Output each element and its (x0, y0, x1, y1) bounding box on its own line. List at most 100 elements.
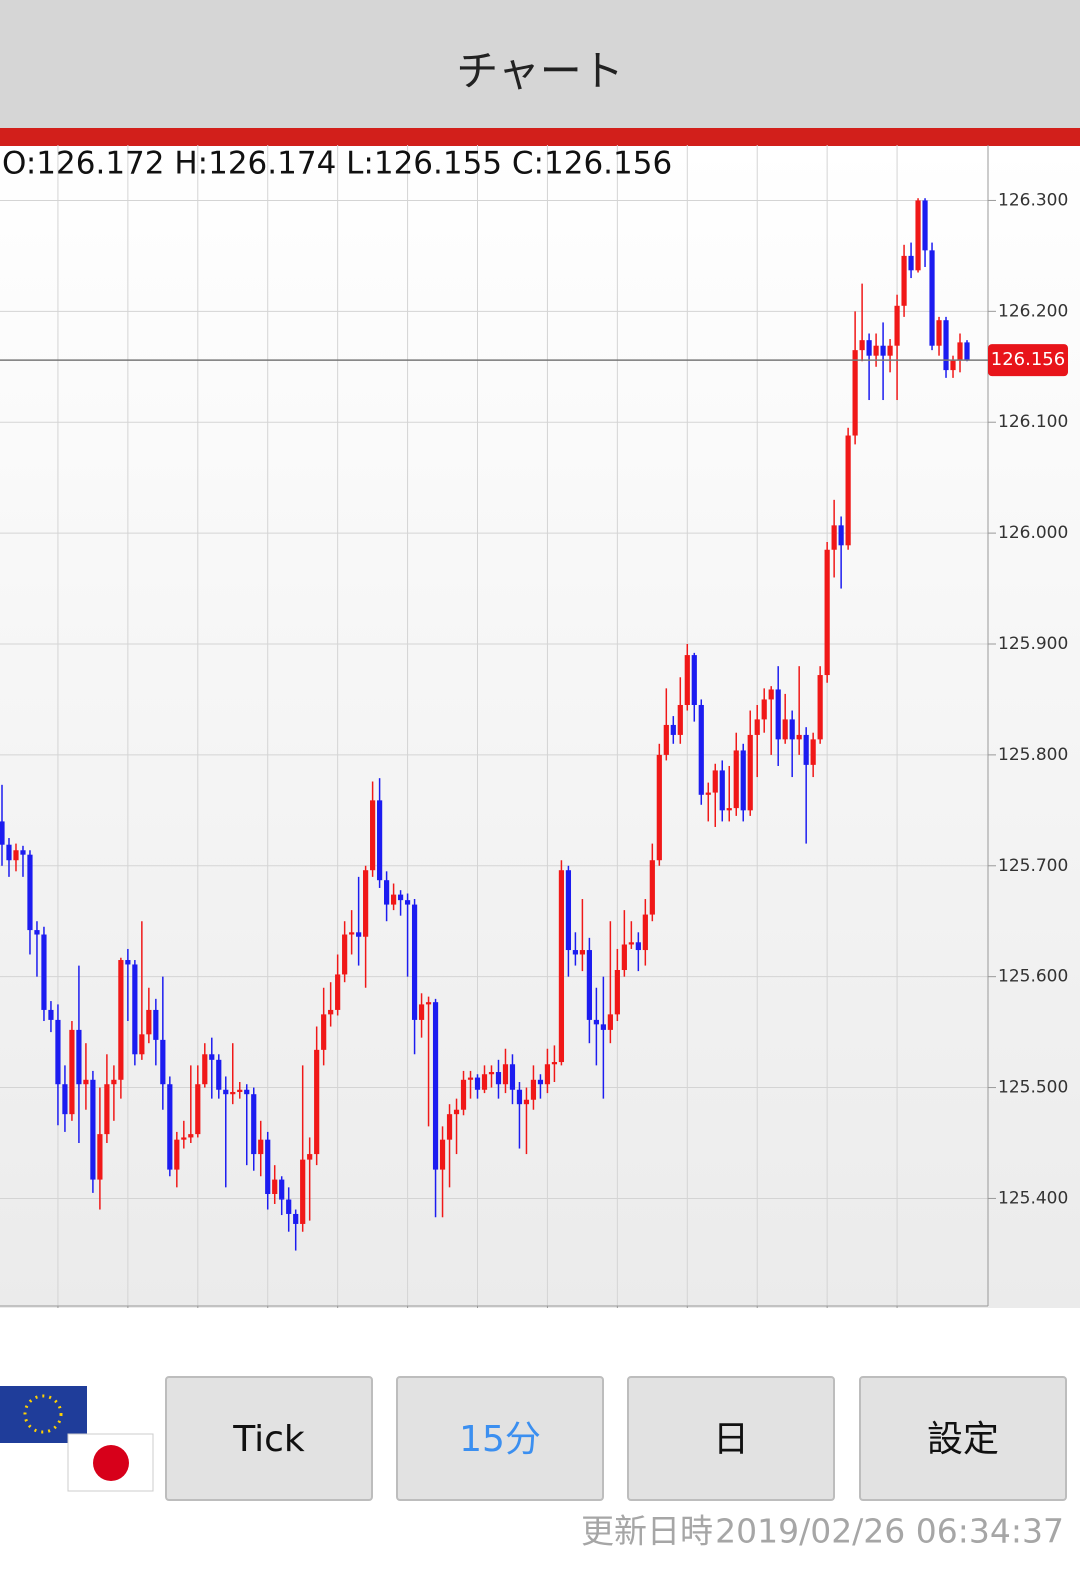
candle-body (27, 854, 33, 931)
candle-body (733, 750, 739, 809)
y-tick-label: 126.100 (998, 412, 1068, 432)
accent-bar (0, 128, 1080, 146)
candle-body (677, 704, 683, 735)
candle-body (712, 770, 718, 793)
candle-body (460, 1079, 467, 1110)
candle-body (76, 1029, 82, 1085)
button-row: Tick 15分 日 設定 (165, 1376, 1067, 1501)
candle-body (656, 754, 662, 861)
candle-body (824, 549, 830, 676)
jp-flag[interactable] (67, 1433, 154, 1492)
candle-body (55, 1019, 61, 1085)
candle-body (404, 900, 411, 905)
candle-body (663, 724, 669, 755)
candle-body (188, 1134, 194, 1138)
candle-body (6, 844, 12, 861)
button-label[interactable]: Tick (232, 1419, 305, 1460)
current-price-label: 126.156 (991, 349, 1065, 370)
candle-body (922, 200, 928, 251)
candle-body (293, 1213, 299, 1224)
candle-body (118, 960, 124, 1080)
candle-body (887, 345, 893, 356)
button-label[interactable]: 15分 (459, 1419, 541, 1460)
candle-body (943, 320, 949, 371)
candle-body (167, 1084, 173, 1170)
candle-body (216, 1059, 222, 1090)
chart-background (0, 146, 1080, 1308)
candle-body (838, 525, 844, 546)
candle-body (425, 1002, 432, 1005)
candle-body (845, 435, 851, 546)
candle-body (272, 1179, 278, 1195)
jp-flag-sun (93, 1445, 129, 1481)
candle-body (251, 1094, 257, 1155)
candle-body (740, 750, 746, 811)
update-time: 2019/02/26 06:34:37 (715, 1512, 1064, 1551)
candle-body (377, 800, 383, 881)
candle-body (530, 1079, 537, 1100)
y-tick-label: 126.000 (998, 523, 1068, 543)
button[interactable] (396, 1376, 604, 1501)
candle-body (370, 800, 376, 871)
candle-body (894, 305, 900, 346)
candle-body (817, 675, 823, 740)
candle-body (244, 1089, 250, 1095)
candle-body (125, 960, 131, 965)
candle-body (747, 734, 753, 811)
candle-body (90, 1079, 96, 1180)
candle-body (13, 850, 19, 861)
y-tick-label: 125.600 (998, 967, 1068, 987)
candle-body (635, 942, 641, 951)
candle-body (642, 914, 648, 951)
candle-body (307, 1154, 313, 1160)
candle-body (34, 930, 40, 935)
candle-body (859, 340, 865, 351)
candle-body (726, 808, 732, 811)
candle-body (544, 1064, 551, 1085)
candle-body (789, 719, 795, 740)
candle-body (181, 1137, 187, 1140)
candle-body (223, 1089, 229, 1095)
candle-body (453, 1109, 460, 1115)
candle-body (335, 974, 341, 1010)
y-tick-label: 125.900 (998, 634, 1068, 654)
candle-body (321, 1014, 327, 1050)
candle-body (782, 719, 788, 740)
button[interactable] (627, 1376, 835, 1501)
candle-body (104, 1084, 110, 1135)
candle-body (390, 894, 397, 905)
candle-body (719, 770, 725, 811)
candle-body (481, 1074, 488, 1090)
candle-body (810, 739, 816, 765)
candle-body (97, 1134, 103, 1180)
candle-body (230, 1091, 236, 1095)
candle-body (880, 345, 886, 356)
button[interactable] (859, 1376, 1067, 1501)
candle-body (474, 1077, 481, 1090)
candle-body (901, 255, 907, 306)
candle-body (237, 1089, 243, 1092)
candle-body (439, 1139, 446, 1170)
candle-body (628, 942, 634, 945)
candle-body (397, 894, 404, 901)
candle-body (342, 934, 348, 975)
button-label[interactable]: 設定 (927, 1419, 999, 1460)
button[interactable] (165, 1376, 373, 1501)
candle-body (621, 944, 627, 971)
candle-body (432, 1002, 439, 1170)
candle-body (411, 904, 418, 1020)
eu-flag-stars (23, 1394, 63, 1434)
y-tick-label: 125.500 (998, 1078, 1068, 1098)
candle-body (418, 1004, 425, 1020)
candle-body (160, 1039, 166, 1085)
candle-body (202, 1054, 208, 1085)
button-label[interactable]: 日 (713, 1419, 749, 1460)
candle-body (265, 1139, 271, 1195)
candle-body (83, 1079, 89, 1085)
candle-body (195, 1084, 201, 1135)
candle-body (349, 932, 355, 935)
candle-body (957, 342, 963, 361)
candle-body (467, 1077, 474, 1080)
candle-body (328, 1009, 334, 1015)
